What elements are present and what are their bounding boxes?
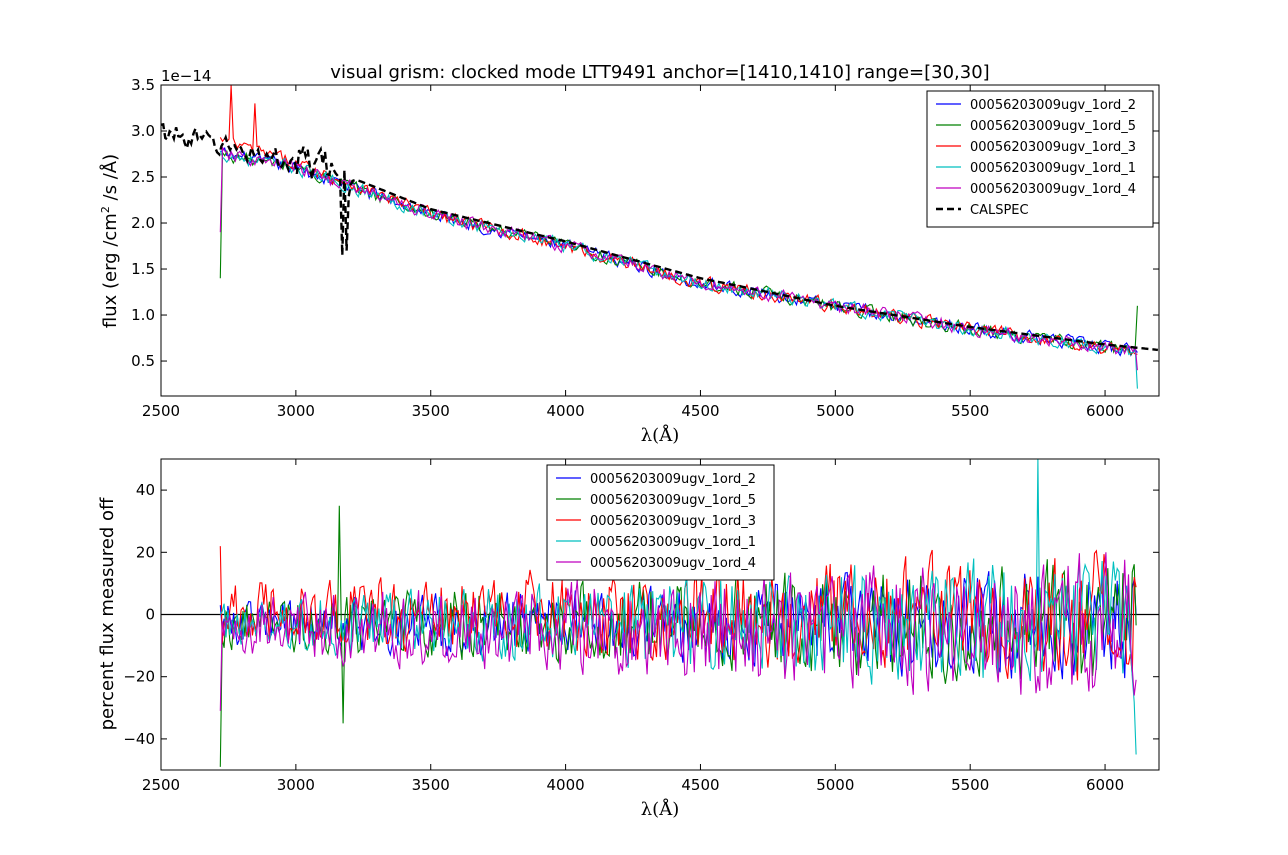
flux-legend-label-3: 00056203009ugv_1ord_1 (970, 161, 1136, 176)
flux-legend: 00056203009ugv_1ord_2 00056203009ugv_1ord… (926, 90, 1154, 228)
residual-y-tick-label-4: 40 (136, 481, 155, 499)
residual-x-tick-label-6: 5500 (951, 776, 989, 794)
residual-x-tick-label-5: 5000 (816, 776, 854, 794)
flux-x-tick-label-1: 3000 (277, 402, 315, 420)
y-offset-label: 1e−14 (161, 67, 211, 85)
flux-x-tick-label-6: 5500 (951, 402, 989, 420)
flux-x-tick-label-0: 2500 (142, 402, 180, 420)
flux-x-tick-label-2: 3500 (412, 402, 450, 420)
flux-legend-label-4: 00056203009ugv_1ord_4 (970, 182, 1136, 197)
residual-legend-label-2: 00056203009ugv_1ord_3 (590, 514, 756, 529)
flux-plot-area: 2500 3000 3500 4000 4500 5000 5500 6000 0.5 1.0 1.… (131, 76, 1160, 420)
flux-y-tick-label-2: 1.5 (131, 260, 155, 278)
flux-y-axis-label-sup: 2 (99, 206, 112, 213)
residual-y-axis-label: percent flux measured off (97, 497, 118, 730)
flux-x-tick-label-3: 4000 (547, 402, 585, 420)
residual-x-tick-label-4: 4500 (681, 776, 719, 794)
flux-legend-label-2: 00056203009ugv_1ord_3 (970, 140, 1136, 155)
flux-y-tick-label-6: 3.5 (131, 76, 155, 94)
flux-y-tick-label-1: 1.0 (131, 306, 155, 324)
flux-y-tick-label-5: 3.0 (131, 122, 155, 140)
residual-plot-area: 2500 3000 3500 4000 4500 5000 5500 6000 −40 −20 0 2… (123, 458, 1160, 794)
residual-series-group (161, 459, 1159, 767)
flux-plot-frame (160, 84, 1160, 397)
residual-legend-label-4: 00056203009ugv_1ord_4 (590, 556, 756, 571)
residual-x-tick-label-0: 2500 (142, 776, 180, 794)
residual-series-4 (219, 552, 1137, 711)
flux-y-tick-label-0: 0.5 (131, 352, 155, 370)
flux-series-4 (219, 145, 1138, 371)
flux-x-tick-label-5: 5000 (816, 402, 854, 420)
residual-panel: 2500 3000 3500 4000 4500 5000 5500 6000 −40 −20 0 2… (97, 458, 1160, 820)
residual-legend-label-3: 00056203009ugv_1ord_1 (590, 535, 756, 550)
flux-y-axis-label: flux (erg /cm2 /s /Å) (99, 154, 121, 328)
flux-series-5 (161, 123, 1159, 352)
residual-legend-box (546, 464, 775, 581)
flux-legend-label-5: CALSPEC (970, 203, 1029, 218)
residual-x-axis-label: λ(Å) (641, 798, 679, 820)
flux-x-tick-label-4: 4500 (681, 402, 719, 420)
residual-legend-label-1: 00056203009ugv_1ord_5 (590, 493, 756, 508)
flux-y-tick-label-3: 2.0 (131, 214, 155, 232)
flux-panel: visual grism: clocked mode LTT9491 ancho… (99, 62, 1160, 446)
residual-y-tick-label-2: 0 (145, 606, 155, 624)
residual-y-tick-label-3: 20 (136, 543, 155, 561)
residual-legend-label-0: 00056203009ugv_1ord_2 (590, 472, 756, 487)
flux-x-tick-label-7: 6000 (1086, 402, 1124, 420)
residual-series-3 (219, 459, 1137, 755)
chart-title: visual grism: clocked mode LTT9491 ancho… (330, 62, 989, 83)
flux-series-group (161, 85, 1159, 389)
residual-x-tick-label-7: 6000 (1086, 776, 1124, 794)
flux-y-tick-label-4: 2.5 (131, 168, 155, 186)
flux-legend-box (926, 90, 1154, 228)
flux-y-axis-label-post: /s /Å) (99, 154, 121, 206)
flux-legend-label-1: 00056203009ugv_1ord_5 (970, 119, 1136, 134)
residual-y-tick-label-1: −20 (123, 668, 155, 686)
residual-legend: 00056203009ugv_1ord_2 00056203009ugv_1ord… (546, 464, 775, 581)
residual-x-tick-label-2: 3500 (412, 776, 450, 794)
residual-x-tick-label-1: 3000 (277, 776, 315, 794)
flux-y-axis-label-pre: flux (erg /cm (100, 213, 121, 328)
flux-x-axis-label: λ(Å) (641, 424, 679, 446)
residual-y-tick-label-0: −40 (123, 730, 155, 748)
residual-x-tick-label-3: 4000 (547, 776, 585, 794)
flux-legend-label-0: 00056203009ugv_1ord_2 (970, 98, 1136, 113)
